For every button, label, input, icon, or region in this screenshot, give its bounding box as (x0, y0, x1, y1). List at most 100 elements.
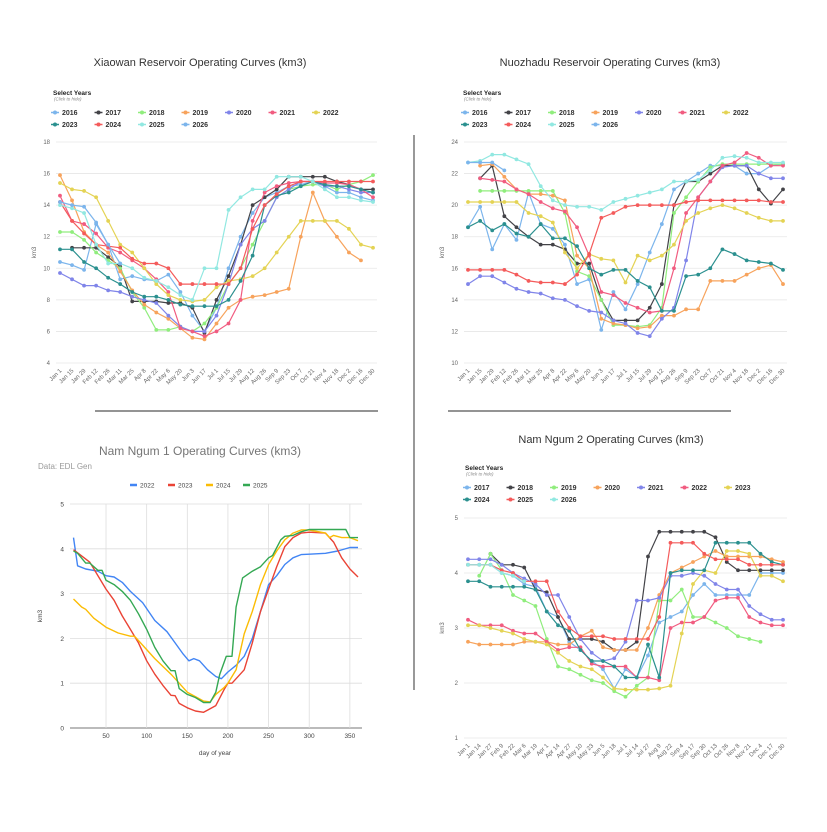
data-point[interactable] (298, 219, 303, 223)
data-point[interactable] (587, 309, 592, 313)
data-point[interactable] (684, 211, 688, 215)
data-point[interactable] (575, 272, 579, 277)
data-point[interactable] (646, 637, 650, 641)
data-point[interactable] (511, 631, 515, 636)
data-point[interactable] (563, 242, 567, 247)
legend-label[interactable]: 2025 (518, 497, 534, 504)
data-point[interactable] (499, 562, 504, 567)
data-point[interactable] (178, 297, 183, 302)
series-2021[interactable] (466, 557, 785, 663)
legend-item-2022[interactable]: 2022 (680, 485, 708, 492)
data-point[interactable] (94, 231, 99, 236)
data-point[interactable] (702, 582, 707, 586)
data-point[interactable] (634, 683, 639, 688)
data-point[interactable] (322, 187, 327, 192)
data-point[interactable] (691, 529, 695, 534)
data-point[interactable] (118, 277, 123, 282)
data-point[interactable] (768, 200, 773, 204)
data-point[interactable] (371, 187, 375, 192)
data-point[interactable] (635, 253, 640, 258)
data-point[interactable] (556, 642, 560, 647)
data-point[interactable] (657, 595, 662, 600)
data-point[interactable] (166, 266, 171, 271)
data-point[interactable] (522, 576, 527, 581)
data-point[interactable] (166, 290, 171, 294)
data-point[interactable] (781, 579, 785, 584)
data-point[interactable] (691, 582, 695, 586)
data-point[interactable] (262, 219, 267, 223)
data-point[interactable] (178, 282, 183, 286)
data-point[interactable] (58, 200, 62, 204)
data-point[interactable] (214, 297, 219, 302)
legend-label[interactable]: 2025 (559, 122, 575, 129)
data-point[interactable] (82, 260, 86, 264)
data-point[interactable] (589, 637, 594, 641)
data-point[interactable] (334, 234, 339, 239)
legend-label[interactable]: 2024 (216, 483, 231, 490)
data-point[interactable] (736, 554, 740, 559)
data-point[interactable] (702, 551, 707, 556)
data-point[interactable] (611, 290, 616, 294)
data-point[interactable] (769, 617, 774, 622)
data-point[interactable] (274, 184, 279, 189)
data-point[interactable] (747, 637, 752, 641)
data-point[interactable] (58, 230, 62, 234)
data-point[interactable] (322, 219, 327, 223)
legend-label[interactable]: 2025 (253, 483, 268, 490)
data-point[interactable] (154, 279, 159, 283)
data-point[interactable] (118, 282, 123, 286)
data-point[interactable] (190, 297, 195, 302)
data-point[interactable] (166, 313, 171, 318)
data-point[interactable] (70, 247, 74, 252)
data-point[interactable] (70, 203, 74, 208)
data-point[interactable] (250, 226, 255, 231)
data-point[interactable] (550, 296, 555, 301)
data-point[interactable] (736, 540, 740, 545)
data-point[interactable] (623, 267, 628, 272)
data-point[interactable] (668, 540, 673, 545)
data-point[interactable] (522, 582, 527, 586)
data-point[interactable] (732, 154, 737, 159)
legend-item-2017[interactable]: 2017 (504, 110, 532, 117)
legend-label[interactable]: 2022 (323, 110, 339, 117)
data-point[interactable] (747, 540, 752, 545)
data-point[interactable] (647, 324, 652, 329)
data-point[interactable] (533, 604, 538, 608)
data-point[interactable] (58, 203, 62, 208)
data-point[interactable] (769, 557, 774, 562)
data-point[interactable] (154, 327, 159, 332)
data-point[interactable] (708, 168, 713, 173)
data-point[interactable] (544, 639, 549, 644)
data-point[interactable] (713, 598, 718, 603)
data-point[interactable] (298, 174, 303, 179)
data-point[interactable] (623, 639, 628, 644)
data-point[interactable] (747, 604, 752, 608)
data-point[interactable] (781, 219, 785, 223)
data-point[interactable] (359, 179, 363, 184)
data-point[interactable] (720, 203, 725, 208)
data-point[interactable] (589, 628, 594, 633)
data-point[interactable] (781, 568, 785, 573)
data-point[interactable] (563, 282, 567, 286)
data-point[interactable] (563, 203, 567, 208)
legend-label[interactable]: 2023 (472, 122, 488, 129)
data-point[interactable] (599, 327, 604, 332)
data-point[interactable] (713, 582, 718, 586)
data-point[interactable] (130, 250, 135, 255)
data-point[interactable] (322, 182, 327, 187)
data-point[interactable] (190, 329, 195, 334)
series-2026[interactable] (58, 200, 123, 266)
data-point[interactable] (724, 554, 729, 559)
data-point[interactable] (347, 187, 351, 192)
data-point[interactable] (310, 182, 315, 187)
data-point[interactable] (371, 173, 375, 178)
data-point[interactable] (647, 305, 652, 310)
data-point[interactable] (334, 190, 339, 195)
data-point[interactable] (646, 642, 650, 647)
data-point[interactable] (599, 272, 604, 277)
data-point[interactable] (214, 282, 219, 286)
data-point[interactable] (781, 267, 785, 272)
data-point[interactable] (646, 687, 650, 692)
data-point[interactable] (708, 266, 713, 271)
data-point[interactable] (514, 157, 519, 162)
